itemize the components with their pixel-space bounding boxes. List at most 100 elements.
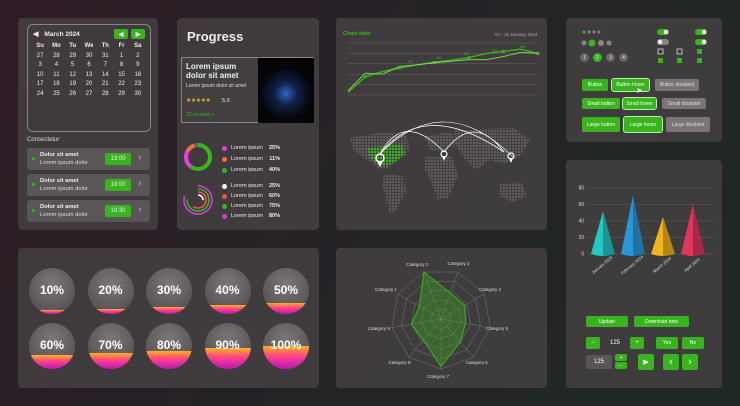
map-pin-icon[interactable] [375,153,385,167]
hover-button[interactable]: Small hover [622,97,657,110]
spin-up-button[interactable]: + [615,354,627,361]
cursor-icon: ➤ [636,86,643,95]
event-subtitle: Lorem ipsum dolor [40,212,89,218]
disabled-button[interactable]: Button disabled [655,79,699,91]
map-pin-icon[interactable] [440,150,448,161]
chevron-right-icon[interactable]: › [138,178,142,189]
disabled-button[interactable]: Large disabled [666,117,710,132]
stepper-plus-button[interactable]: + [630,337,644,349]
event-time-button[interactable]: 18:00 [105,179,131,191]
calendar-day[interactable]: 12 [69,71,77,78]
calendar-day[interactable]: 28 [101,90,109,97]
spin-value-field[interactable]: 125 [586,355,612,369]
calendar-day[interactable]: 25 [53,90,60,97]
calendar-day[interactable]: 1 [119,52,124,59]
event-time-button[interactable]: 13:00 [105,153,131,165]
point-label: 513 [464,52,470,56]
percent-label: 20% [98,283,123,297]
legend-dot-icon [222,145,227,151]
calendar-day[interactable]: 11 [53,71,60,78]
hover-button[interactable]: Large hover [623,116,663,133]
ring-legend-item: Lorem ipsum 60% [222,193,280,199]
y-tick-label: 0 [581,252,584,258]
chevron-right-icon[interactable]: › [138,152,142,163]
calendar-day[interactable]: 20 [85,81,93,87]
cone-bar[interactable] [651,216,675,257]
calendar-day[interactable]: 10 [36,71,44,78]
percent-label: 50% [273,283,299,297]
weekday-label: Th [101,43,109,49]
calendar-day[interactable]: 31 [101,52,109,59]
calendar-day[interactable]: 23 [134,81,142,87]
calendar-day[interactable]: 26 [69,90,77,97]
calendar-day[interactable]: 24 [36,90,44,97]
step-number[interactable]: 4 [619,53,628,62]
percent-fill [87,309,134,314]
calendar-day[interactable]: 13 [85,71,93,78]
calendar-prev-icon[interactable]: ◀ [33,31,39,38]
reviews-link[interactable]: 22 reviews > [186,112,215,118]
calendar-day[interactable]: 17 [36,81,44,87]
calendar-day[interactable]: 21 [101,81,109,87]
calendar-day[interactable]: 3 [38,62,42,68]
calendar-day[interactable]: 16 [134,71,142,78]
cone-bar[interactable] [621,195,645,257]
calendar-day[interactable]: 18 [53,81,60,87]
calendar-day[interactable]: 29 [118,90,125,97]
stepper-value[interactable]: 125 [609,340,620,346]
step-number[interactable]: 3 [606,53,615,62]
stepper-minus-button[interactable]: − [586,337,600,349]
calendar-day[interactable]: 30 [134,90,142,97]
calendar-day[interactable]: 5 [71,62,75,68]
event-item[interactable]: Dolor sit amet Lorem ipsum dolor 13:00 › [27,148,150,170]
disabled-button[interactable]: Small disabled [662,98,706,109]
calendar-day[interactable]: 22 [118,81,125,87]
line-chart-date[interactable]: 04 - 16 January 2024 [495,32,538,37]
map-pin-icon[interactable] [507,152,515,163]
no-button[interactable]: No [682,337,704,349]
calendar-day[interactable]: 15 [118,71,125,78]
yes-button[interactable]: Yes [656,337,678,349]
event-time-button[interactable]: 18:30 [105,205,131,217]
calendar-prev-button[interactable]: ◀ [114,29,128,39]
line-point[interactable] [536,51,540,55]
chevron-right-icon[interactable]: › [138,204,142,215]
cone-bar[interactable] [681,204,705,257]
line-point[interactable] [501,49,506,53]
calendar-day[interactable]: 4 [54,62,59,68]
legend-label: Lorem ipsum [231,167,263,173]
step-number[interactable]: 2 [593,53,602,62]
next-button[interactable]: › [682,354,698,370]
calendar-day[interactable]: 8 [119,62,124,68]
calendar-day[interactable]: 27 [36,52,44,59]
cone-bar[interactable] [591,211,615,257]
event-item[interactable]: Dolor sit amet Lorem ipsum dolor 18:00 › [27,174,150,196]
update-button[interactable]: Update [586,316,628,327]
line-point[interactable] [467,55,471,60]
download-button[interactable]: Download now [634,316,689,327]
percent-label: 100% [270,338,302,352]
line-point[interactable] [363,75,367,79]
event-item[interactable]: Dolor sit amet Lorem ipsum dolor 18:30 › [27,200,150,222]
toggles-checkboxes[interactable] [655,28,715,68]
calendar-day[interactable]: 7 [103,62,107,68]
normal-button[interactable]: Button [582,79,608,91]
play-button[interactable]: ▶ [638,354,654,370]
calendar-day[interactable]: 19 [69,81,77,87]
hover-button[interactable]: Button hover [611,78,650,92]
normal-button[interactable]: Large button [582,117,620,132]
calendar-day[interactable]: 27 [85,90,93,97]
normal-button[interactable]: Small button [582,98,620,109]
calendar-day[interactable]: 6 [87,62,91,68]
calendar-day[interactable]: 30 [85,52,93,59]
calendar-next-button[interactable]: ▶ [131,29,145,39]
calendar-day[interactable]: 29 [69,52,77,59]
calendar-day[interactable]: 28 [53,52,60,59]
product-card[interactable]: Lorem ipsum dolor sit amet Lorem ipsum d… [181,57,314,123]
calendar-day[interactable]: 2 [136,52,140,59]
step-number[interactable]: 1 [580,53,589,62]
calendar-day[interactable]: 9 [136,62,140,68]
calendar-day[interactable]: 14 [101,71,109,78]
prev-button[interactable]: ‹ [663,354,679,370]
spin-down-button[interactable]: − [615,362,627,369]
